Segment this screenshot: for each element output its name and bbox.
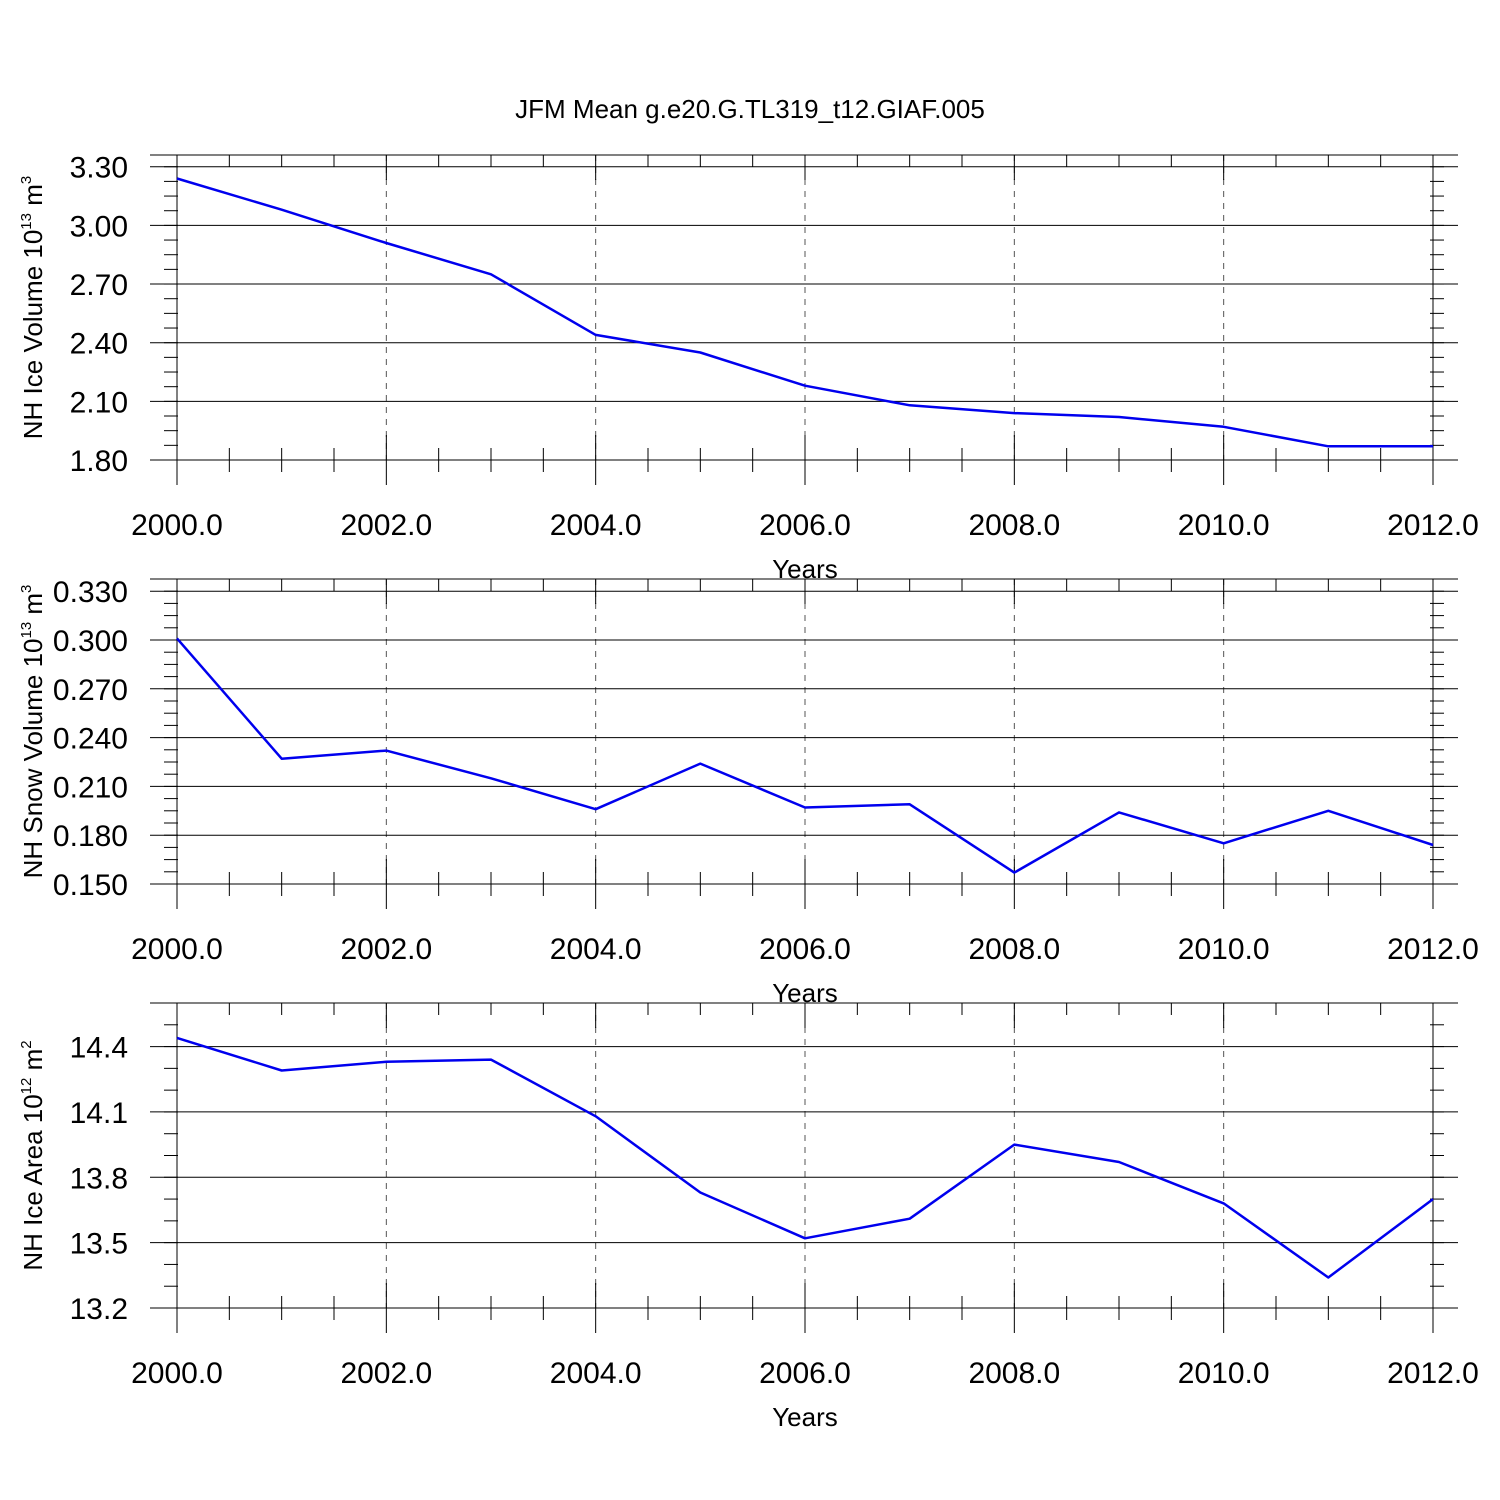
x-tick-label: 2002.0 (340, 509, 432, 542)
panel-3: 13.2 13.5 13.8 14.1 14.4 2000.0 2002.0 2004.0 20… (18, 1002, 1479, 1432)
y-axis-title-exp: 13 (18, 622, 35, 639)
y-axis-title: NH Ice Area 1012 m2 (18, 1040, 48, 1270)
x-axis-title: Years (772, 1402, 838, 1432)
x-tick-label: 2012.0 (1387, 1357, 1479, 1390)
y-tick-label: 0.150 (53, 869, 128, 902)
y-tick-label: 0.240 (53, 723, 128, 756)
x-tick-label: 2000.0 (131, 509, 223, 542)
y-axis-title-text: NH Ice Volume 10 (18, 230, 48, 440)
y-tick-label: 0.180 (53, 820, 128, 853)
panel-2: 0.150 0.180 0.210 0.240 0.270 0.300 0.330 2000.… (18, 576, 1479, 1008)
x-tick-label: 2004.0 (550, 1357, 642, 1390)
y-axis-title: NH Ice Volume 1013 m3 (18, 176, 48, 439)
x-tick-label: 2002.0 (340, 1357, 432, 1390)
y-axis-title-unit: m (18, 593, 48, 622)
y-axis-title-exp: 13 (18, 213, 35, 230)
series-line (176, 637, 1434, 874)
y-axis-title: NH Snow Volume 1013 m3 (18, 585, 48, 879)
x-tick-label: 2008.0 (968, 933, 1060, 966)
series-line (176, 177, 1433, 448)
x-tick-label: 2002.0 (340, 933, 432, 966)
x-tick-label: 2010.0 (1178, 509, 1270, 542)
y-tick-label: 0.330 (53, 576, 128, 609)
y-axis-title-exp: 12 (18, 1078, 35, 1095)
y-axis-title-text: NH Snow Volume 10 (18, 639, 48, 879)
y-tick-label: 3.00 (70, 210, 128, 243)
x-tick-label: 2006.0 (759, 1357, 851, 1390)
y-tick-label: 1.80 (70, 445, 128, 478)
y-tick-label: 2.70 (70, 269, 128, 302)
x-tick-label: 2008.0 (968, 509, 1060, 542)
y-tick-label: 14.4 (70, 1032, 128, 1065)
panel-1: 1.80 2.10 2.40 2.70 3.00 3.30 2000.0 2002.0 2004… (18, 152, 1479, 584)
y-tick-label: 0.210 (53, 771, 128, 804)
x-tick-label: 2012.0 (1387, 509, 1479, 542)
y-tick-label: 2.10 (70, 386, 128, 419)
x-tick-label: 2004.0 (550, 933, 642, 966)
x-tick-label: 2012.0 (1387, 933, 1479, 966)
figure-title: JFM Mean g.e20.G.TL319_t12.GIAF.005 (515, 94, 985, 124)
x-tick-label: 2008.0 (968, 1357, 1060, 1390)
y-tick-label: 3.30 (70, 152, 128, 185)
y-axis-title-text: NH Ice Area 10 (18, 1094, 48, 1270)
x-tick-label: 2000.0 (131, 1357, 223, 1390)
x-tick-label: 2004.0 (550, 509, 642, 542)
y-axis-title-unit-exp: 2 (18, 1040, 35, 1048)
y-axis-title-unit: m (18, 1049, 48, 1078)
x-tick-label: 2010.0 (1178, 933, 1270, 966)
panels: 1.80 2.10 2.40 2.70 3.00 3.30 2000.0 2002.0 2004… (18, 152, 1479, 1432)
x-tick-label: 2000.0 (131, 933, 223, 966)
y-axis-title-unit-exp: 3 (18, 585, 35, 593)
y-tick-label: 13.2 (70, 1293, 128, 1326)
y-axis-title-unit-exp: 3 (18, 176, 35, 184)
y-tick-label: 14.1 (70, 1097, 128, 1130)
y-tick-label: 2.40 (70, 328, 128, 361)
y-tick-label: 0.300 (53, 625, 128, 658)
x-tick-label: 2010.0 (1178, 1357, 1270, 1390)
x-tick-label: 2006.0 (759, 509, 851, 542)
series-line (176, 1036, 1434, 1279)
y-tick-label: 13.5 (70, 1228, 128, 1261)
x-tick-label: 2006.0 (759, 933, 851, 966)
y-axis-title-unit: m (18, 184, 48, 213)
y-tick-label: 0.270 (53, 674, 128, 707)
y-tick-label: 13.8 (70, 1162, 128, 1195)
